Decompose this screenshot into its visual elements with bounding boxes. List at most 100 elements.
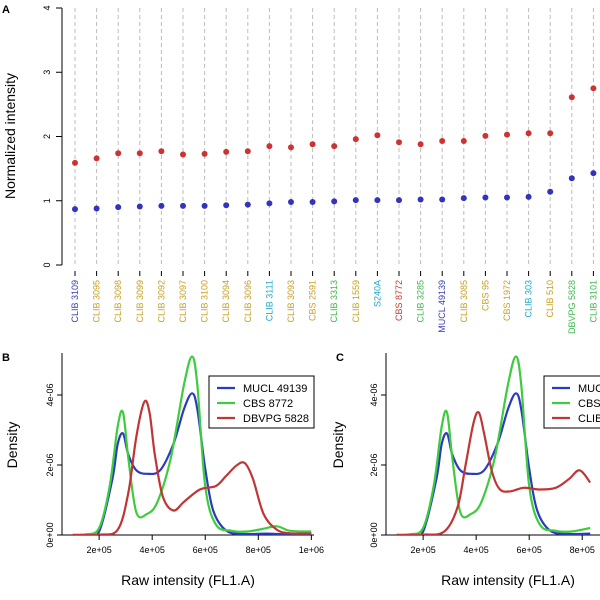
data-point — [309, 199, 316, 206]
y-tick-label-a: 0 — [42, 262, 52, 267]
category-label: CBS 2591 — [308, 280, 318, 321]
y-tick-label-a: 1 — [42, 198, 52, 203]
data-point — [460, 195, 467, 202]
category-label: CLIB 3099 — [135, 280, 145, 323]
density-line-clib — [396, 411, 592, 535]
y-axis-label-b: Density — [4, 422, 20, 469]
x-tick-label: 2e+05 — [86, 545, 111, 555]
y-tick-label-a: 2 — [42, 134, 52, 139]
data-point — [244, 201, 251, 208]
panel-c: C 2e+05 4e+05 6e+05 8e+05 0e+00 2e-06 4e-06 De… — [330, 352, 600, 588]
category-label: CLIB 3096 — [243, 280, 253, 323]
x-tick-label: 6e+05 — [193, 545, 218, 555]
data-point — [115, 150, 122, 157]
category-label: CLIB 3092 — [156, 280, 166, 323]
data-point — [180, 202, 186, 209]
data-point — [115, 204, 122, 211]
y-axis-label-c: Density — [330, 422, 346, 469]
data-point — [244, 148, 251, 155]
data-point — [504, 131, 510, 138]
panel-label-c: C — [336, 352, 344, 364]
y-tick-label-a: 4 — [42, 5, 52, 10]
data-point — [374, 132, 381, 139]
data-point — [288, 199, 294, 206]
density-line-mucl-49139 — [72, 392, 312, 535]
x-tick-label: 1e+06 — [299, 545, 324, 555]
data-point — [482, 194, 489, 201]
legend-label: MUC — [578, 383, 600, 395]
panel-b: B 2e+05 4e+05 6e+05 8e+05 1e+06 0e+00 2e-06 4e-… — [2, 352, 324, 588]
category-label: CLIB 3109 — [70, 280, 80, 323]
data-point — [180, 151, 186, 158]
y-tick-label-a: 3 — [42, 70, 52, 75]
category-label: CBS 95 — [480, 280, 490, 311]
category-label: CLIB 510 — [545, 280, 555, 318]
category-label: CBS 1972 — [502, 280, 512, 321]
data-point — [374, 197, 381, 204]
category-label: CLIB 303 — [524, 280, 534, 318]
y-axis-label-a: Normalized intensity — [2, 73, 18, 199]
data-point — [460, 137, 467, 144]
panel-label-b: B — [2, 352, 10, 364]
data-point — [331, 143, 338, 150]
data-point — [158, 202, 165, 209]
y-tick-label: 2e-06 — [45, 453, 55, 476]
density-line-dbvpg-5828 — [72, 399, 312, 535]
legend-label: CLIB — [578, 413, 600, 425]
data-point — [72, 206, 78, 213]
legend-label: DBVPG 5828 — [243, 413, 309, 425]
data-point — [396, 139, 402, 146]
category-label: MUCL 49139 — [437, 280, 447, 333]
category-label: CLIB 3111 — [264, 280, 274, 321]
data-point — [72, 159, 78, 166]
y-tick-label: 2e-06 — [369, 453, 379, 476]
legend-label: MUCL 49139 — [243, 383, 307, 395]
x-tick-label: 4e+05 — [140, 545, 165, 555]
y-tick-label: 4e-06 — [369, 383, 379, 406]
data-point — [201, 202, 208, 209]
y-tick-label: 0e+00 — [369, 522, 379, 547]
data-point — [439, 196, 446, 203]
data-point — [266, 143, 273, 150]
data-point — [331, 198, 338, 205]
density-line-cbs — [396, 355, 591, 535]
data-point — [590, 85, 597, 92]
data-point — [568, 175, 575, 182]
category-label: CLIB 3100 — [200, 280, 210, 323]
data-point — [201, 150, 208, 157]
category-label: CLIB 3093 — [286, 280, 296, 323]
x-tick-label: 8e+05 — [570, 545, 595, 555]
data-point — [136, 203, 143, 210]
data-point — [525, 193, 532, 200]
x-tick-label: 4e+05 — [464, 545, 489, 555]
data-point — [482, 132, 489, 139]
category-label: S240A — [372, 280, 382, 307]
data-point — [223, 148, 230, 155]
panel-a: A 0 1 2 3 4 Normalized intensity CLIB 3109 CL… — [2, 4, 598, 334]
data-point — [93, 205, 100, 212]
x-tick-label: 6e+05 — [517, 545, 542, 555]
category-label: CLIB 3285 — [416, 280, 426, 323]
category-label: CLIB 3095 — [92, 280, 102, 323]
data-point — [439, 137, 446, 144]
y-tick-label: 4e-06 — [45, 383, 55, 406]
data-point — [417, 141, 424, 148]
data-point — [396, 197, 402, 204]
y-tick-label: 0e+00 — [45, 522, 55, 547]
x-tick-label: 2e+05 — [410, 545, 435, 555]
category-label: CLIB 3094 — [221, 280, 231, 323]
category-label: CLIB 3085 — [459, 280, 469, 323]
category-label: CLIB 3098 — [113, 280, 123, 323]
category-label: CLIB 3101 — [588, 280, 598, 323]
x-axis-label-b: Raw intensity (FL1.A) — [121, 572, 255, 588]
panel-label-a: A — [2, 4, 10, 16]
data-point — [525, 130, 532, 137]
data-point — [547, 130, 554, 137]
data-point — [223, 202, 230, 209]
data-point — [93, 155, 100, 162]
data-point — [590, 170, 597, 177]
x-tick-label: 8e+05 — [246, 545, 271, 555]
category-label: CLIB 1559 — [351, 280, 361, 323]
legend-label: CBS — [578, 398, 600, 410]
